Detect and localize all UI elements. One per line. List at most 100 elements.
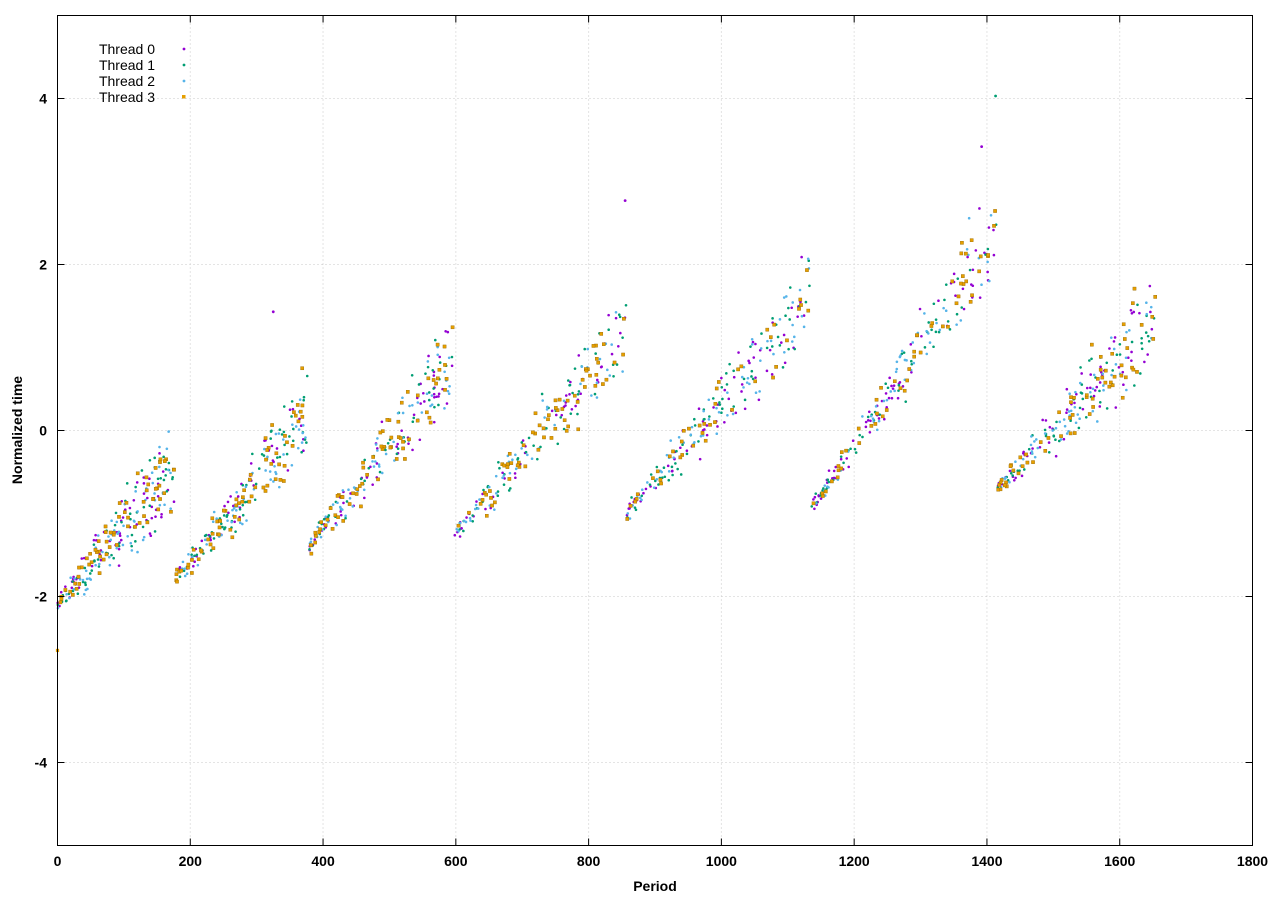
data-point (562, 399, 566, 403)
data-point (331, 503, 335, 506)
data-point (401, 411, 405, 415)
data-point (910, 370, 913, 374)
data-point (142, 535, 146, 539)
data-point (283, 443, 286, 447)
data-point (1130, 340, 1134, 344)
data-point (1150, 315, 1155, 319)
data-point (651, 476, 655, 480)
data-point (484, 507, 487, 511)
data-point (211, 520, 215, 524)
data-point (450, 355, 454, 359)
data-point (97, 571, 102, 575)
data-point (674, 462, 677, 465)
data-point (1090, 357, 1093, 361)
data-point (503, 477, 506, 480)
data-point (799, 300, 802, 304)
data-point (731, 412, 735, 416)
data-point (88, 572, 92, 575)
data-point (1036, 446, 1040, 450)
data-point (206, 537, 211, 542)
data-point (693, 441, 696, 444)
data-point (930, 328, 933, 332)
data-point (634, 508, 638, 512)
data-point (322, 517, 326, 521)
data-point (192, 564, 195, 568)
data-point (1080, 372, 1083, 375)
data-point (292, 410, 296, 414)
data-point (588, 373, 592, 378)
data-point (162, 455, 165, 459)
data-point (648, 483, 652, 486)
data-point (1063, 424, 1067, 428)
data-point (241, 513, 245, 517)
data-point (435, 395, 438, 399)
y-axis-title: Normalized time (9, 376, 25, 484)
data-point (169, 509, 173, 514)
data-point (232, 515, 237, 519)
data-point (355, 487, 360, 492)
data-point (759, 359, 762, 362)
data-point (932, 345, 935, 349)
data-point (814, 492, 818, 495)
data-point (1059, 438, 1063, 441)
data-point (595, 396, 599, 399)
data-point (668, 454, 672, 459)
data-point (1021, 457, 1025, 461)
data-point (1103, 380, 1108, 385)
data-point (844, 448, 848, 453)
data-point (85, 577, 89, 581)
data-point (377, 465, 381, 468)
data-point (132, 498, 136, 502)
data-point (873, 422, 878, 426)
data-point (507, 451, 512, 456)
data-point (150, 471, 154, 475)
data-point (468, 516, 472, 520)
legend-marker (182, 47, 186, 51)
data-point (621, 370, 624, 373)
data-point (380, 471, 384, 475)
data-point (424, 372, 427, 375)
data-point (265, 483, 270, 488)
data-point (292, 427, 295, 431)
data-point (988, 279, 991, 283)
data-point (416, 396, 419, 400)
data-point (1110, 383, 1115, 388)
data-point (742, 386, 745, 389)
data-point (1084, 415, 1088, 419)
data-point (938, 328, 942, 332)
data-point (444, 329, 447, 333)
data-point (507, 477, 512, 481)
data-point (1130, 350, 1133, 354)
data-point (433, 338, 437, 342)
data-point (965, 247, 969, 251)
data-point (76, 592, 80, 595)
data-point (511, 458, 514, 461)
data-point (728, 362, 731, 366)
data-point (978, 207, 981, 210)
data-point (156, 477, 160, 481)
data-point (608, 374, 612, 377)
data-point (584, 368, 589, 373)
data-point (347, 502, 352, 506)
data-point (163, 459, 167, 463)
x-tick-label: 1000 (706, 853, 737, 869)
data-point (290, 400, 294, 403)
data-point (834, 465, 838, 469)
data-point (488, 489, 492, 493)
data-point (412, 416, 416, 420)
data-point (553, 426, 558, 431)
y-tick-label: -4 (35, 755, 48, 771)
data-point (1069, 409, 1073, 413)
data-point (300, 450, 303, 454)
data-point (1030, 435, 1033, 438)
data-point (689, 433, 693, 437)
data-point (842, 461, 845, 465)
data-point (1046, 436, 1051, 440)
data-point (363, 496, 366, 500)
data-point (109, 538, 113, 542)
data-point (1081, 407, 1085, 411)
data-point (847, 465, 851, 469)
data-point (726, 413, 729, 417)
y-tick-label: 4 (39, 91, 47, 107)
data-point (543, 416, 546, 419)
